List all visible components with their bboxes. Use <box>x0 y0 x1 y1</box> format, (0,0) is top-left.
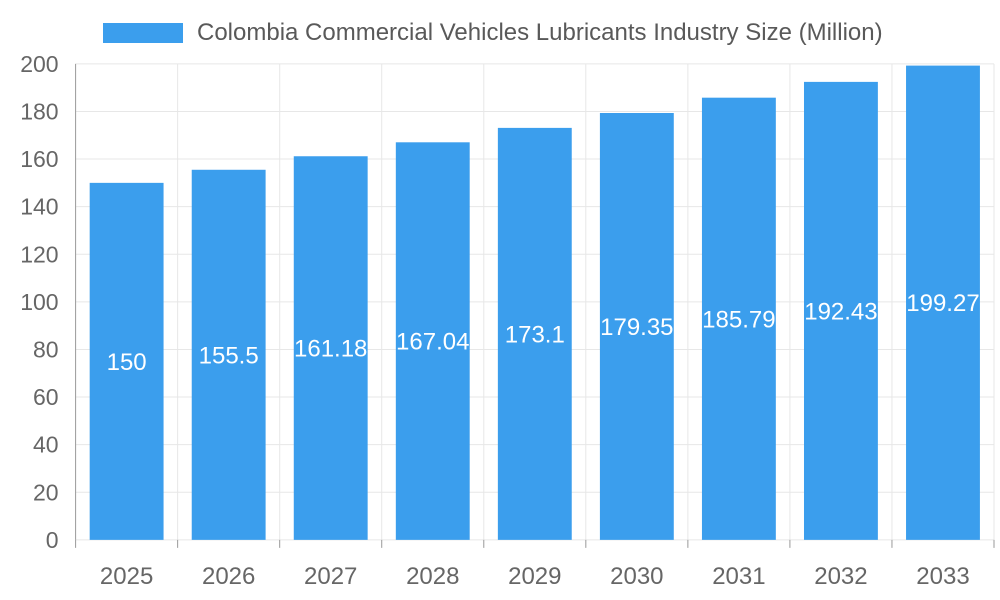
svg-text:185.79: 185.79 <box>702 306 775 333</box>
svg-text:40: 40 <box>33 432 59 458</box>
svg-text:2027: 2027 <box>304 563 357 590</box>
svg-text:173.1: 173.1 <box>505 321 565 348</box>
svg-text:120: 120 <box>20 241 58 267</box>
svg-text:20: 20 <box>33 479 59 505</box>
svg-text:2031: 2031 <box>712 563 765 590</box>
svg-text:0: 0 <box>46 527 59 553</box>
svg-text:2028: 2028 <box>406 563 459 590</box>
svg-text:2032: 2032 <box>814 563 867 590</box>
svg-text:192.43: 192.43 <box>804 298 877 325</box>
svg-text:200: 200 <box>20 51 58 77</box>
svg-text:155.5: 155.5 <box>199 342 259 369</box>
svg-text:80: 80 <box>33 336 59 362</box>
svg-text:100: 100 <box>20 289 58 315</box>
svg-text:199.27: 199.27 <box>906 290 979 317</box>
svg-text:180: 180 <box>20 98 58 124</box>
svg-text:60: 60 <box>33 384 59 410</box>
svg-text:2026: 2026 <box>202 563 255 590</box>
svg-text:167.04: 167.04 <box>396 329 469 356</box>
svg-text:2033: 2033 <box>916 563 969 590</box>
svg-text:2025: 2025 <box>100 563 153 590</box>
svg-text:160: 160 <box>20 146 58 172</box>
svg-text:2029: 2029 <box>508 563 561 590</box>
svg-text:161.18: 161.18 <box>294 336 367 363</box>
svg-text:2030: 2030 <box>610 563 663 590</box>
svg-text:179.35: 179.35 <box>600 314 673 341</box>
svg-text:150: 150 <box>107 349 147 376</box>
svg-text:140: 140 <box>20 194 58 220</box>
